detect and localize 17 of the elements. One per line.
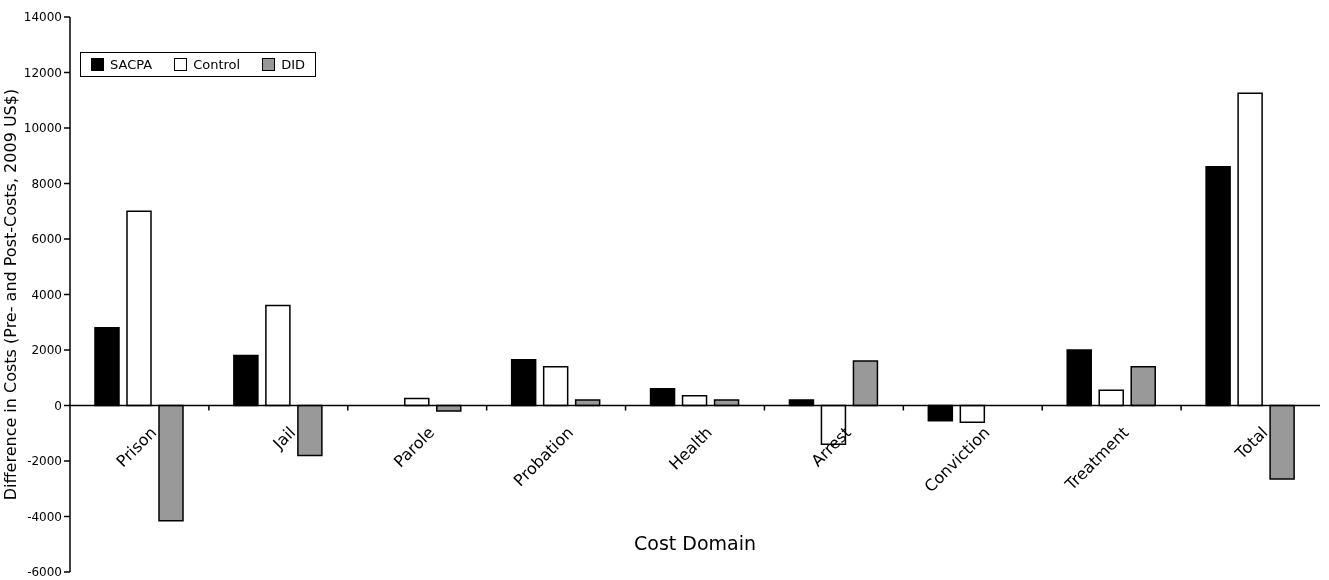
y-tick-label: 8000 <box>31 176 62 191</box>
legend-label: DID <box>280 57 305 72</box>
y-tick-label: 10000 <box>23 121 62 136</box>
y-axis-title: Difference in Costs (Pre- and Post-Costs, 2009 US$) <box>1 88 21 501</box>
y-tick-label: 6000 <box>31 232 62 247</box>
legend-label: Control <box>192 57 241 72</box>
x-tick-label: Jail <box>268 422 300 454</box>
y-tick-label: 2000 <box>31 343 62 358</box>
y-tick-label: 14000 <box>23 10 62 25</box>
y-tick-label: -6000 <box>27 565 62 580</box>
x-axis-title: Cost Domain <box>633 532 757 554</box>
y-tick-label: -2000 <box>27 454 62 469</box>
y-tick-label: 12000 <box>23 65 62 80</box>
y-tick-label: 0 <box>54 398 62 413</box>
y-tick-label: 4000 <box>31 287 62 302</box>
legend-label: SACPA <box>109 57 153 72</box>
y-tick-label: -4000 <box>27 509 62 524</box>
